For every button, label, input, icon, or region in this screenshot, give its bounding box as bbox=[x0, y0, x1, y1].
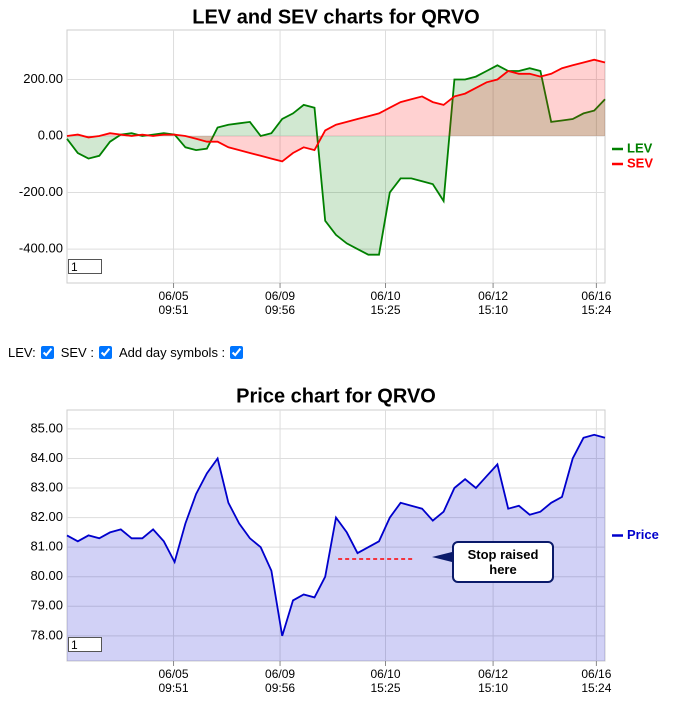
control-label: SEV : bbox=[60, 345, 94, 360]
area-fill bbox=[67, 65, 605, 255]
y-tick-label: 80.00 bbox=[30, 568, 63, 583]
x-tick-label: 06/12 15:10 bbox=[478, 667, 509, 695]
series-line bbox=[66, 64, 606, 256]
x-tick-label: 06/10 15:25 bbox=[370, 667, 401, 695]
range-box: 1 bbox=[68, 637, 102, 652]
series-line bbox=[66, 433, 606, 637]
x-tick-label: 06/16 15:24 bbox=[581, 289, 612, 317]
x-tick-label: 06/10 15:25 bbox=[370, 289, 401, 317]
callout-pointer bbox=[432, 552, 452, 562]
y-tick-label: 79.00 bbox=[30, 598, 63, 613]
plot-area bbox=[66, 409, 606, 662]
y-tick-label: 83.00 bbox=[30, 479, 63, 494]
series-line bbox=[66, 58, 606, 163]
x-tick-label: 06/05 09:51 bbox=[158, 289, 189, 317]
y-tick-label: -200.00 bbox=[19, 184, 63, 199]
y-tick-label: 82.00 bbox=[30, 509, 63, 524]
x-tick-label: 06/12 15:10 bbox=[478, 289, 509, 317]
control-label: LEV: bbox=[8, 345, 36, 360]
checkbox[interactable] bbox=[40, 346, 54, 359]
area-fill bbox=[67, 59, 605, 162]
x-tick-label: 06/16 15:24 bbox=[581, 667, 612, 695]
legend-label: Price bbox=[627, 527, 659, 542]
y-tick-label: 78.00 bbox=[30, 627, 63, 642]
chart-title: Price chart for QRVO bbox=[236, 385, 436, 407]
y-tick-label: 81.00 bbox=[30, 539, 63, 554]
annotation: Stop raised here bbox=[452, 541, 554, 583]
y-tick-label: -400.00 bbox=[19, 241, 63, 256]
x-tick-label: 06/09 09:56 bbox=[265, 289, 296, 317]
area-fill bbox=[67, 434, 605, 661]
x-tick-label: 06/09 09:56 bbox=[265, 667, 296, 695]
range-box: 1 bbox=[68, 259, 102, 274]
checkbox[interactable] bbox=[98, 346, 112, 359]
control-label: Add day symbols : bbox=[118, 345, 226, 360]
y-tick-label: 85.00 bbox=[30, 420, 63, 435]
y-tick-label: 0.00 bbox=[38, 127, 63, 142]
legend-label: SEV bbox=[627, 155, 653, 170]
chart-title: LEV and SEV charts for QRVO bbox=[192, 6, 479, 28]
y-tick-label: 200.00 bbox=[23, 71, 63, 86]
legend-label: LEV bbox=[627, 140, 653, 155]
controls: LEV: SEV : Add day symbols : bbox=[8, 345, 247, 360]
x-tick-label: 06/05 09:51 bbox=[158, 667, 189, 695]
checkbox[interactable] bbox=[230, 346, 244, 359]
y-tick-label: 84.00 bbox=[30, 450, 63, 465]
